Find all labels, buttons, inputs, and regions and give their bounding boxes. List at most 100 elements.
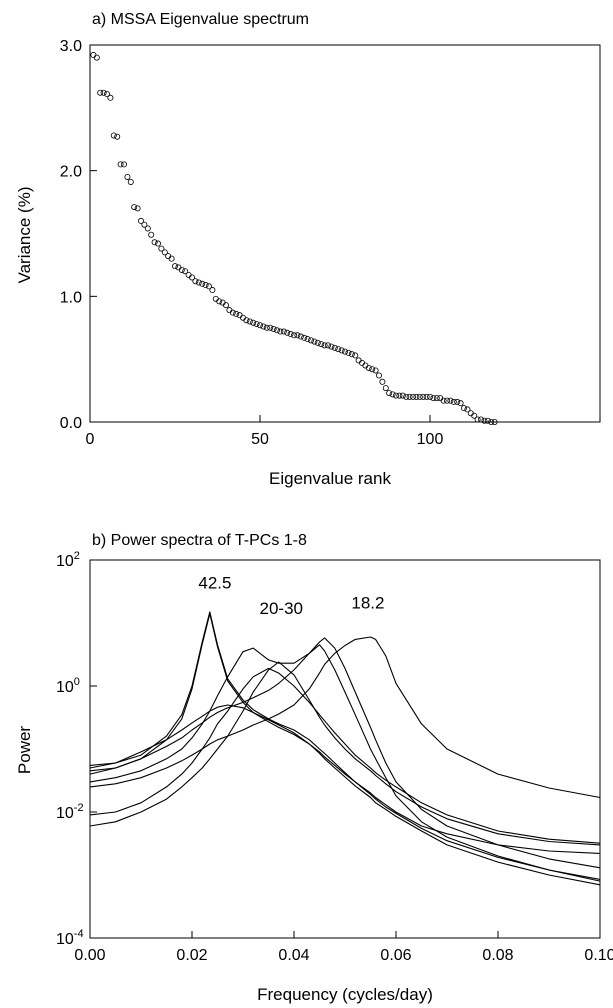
data-point	[290, 332, 297, 339]
y-tick-label: 3.0	[60, 38, 82, 55]
data-point	[440, 397, 447, 404]
panel-a-y-ticks: 0.0 1.0 2.0 3.0	[60, 38, 97, 432]
data-point	[97, 89, 104, 96]
data-point	[426, 393, 433, 400]
x-tick-label: 0.02	[176, 947, 207, 964]
data-point	[443, 397, 450, 404]
peak-annotation: 18.2	[351, 593, 384, 612]
data-point	[297, 333, 304, 340]
data-point	[117, 161, 124, 168]
data-point	[365, 364, 372, 371]
data-point	[273, 327, 280, 334]
data-point	[263, 324, 270, 331]
data-point	[392, 392, 399, 399]
peak-annotation: 20-30	[260, 599, 303, 618]
data-point	[229, 309, 236, 316]
panel-a: a) MSSA Eigenvalue spectrum 0 50 100 0.0 1.…	[15, 11, 601, 488]
data-point	[154, 240, 161, 247]
data-point	[144, 225, 151, 232]
panel-b-frame	[89, 559, 601, 939]
spectrum-line-1	[89, 611, 601, 880]
data-point	[301, 334, 308, 341]
data-point	[328, 343, 335, 350]
data-point	[491, 418, 498, 425]
data-point	[423, 393, 430, 400]
data-point	[253, 320, 260, 327]
panel-b-y-label: Power	[15, 726, 34, 775]
data-point	[178, 266, 185, 273]
data-point	[168, 255, 175, 262]
data-point	[158, 245, 165, 252]
data-point	[324, 342, 331, 349]
data-point	[216, 298, 223, 305]
panel-a-frame	[89, 44, 601, 423]
y-tick-base: 10	[56, 553, 74, 570]
panel-b-series	[89, 611, 601, 886]
data-point	[403, 393, 410, 400]
y-tick-base: 10	[56, 805, 74, 822]
data-point	[406, 393, 413, 400]
data-point	[110, 132, 117, 139]
data-point	[284, 329, 291, 336]
data-point	[182, 268, 189, 275]
data-point	[413, 393, 420, 400]
data-point	[127, 178, 134, 185]
data-point	[256, 322, 263, 329]
y-tick-exponent: -2	[74, 802, 84, 814]
data-point	[100, 89, 107, 96]
data-point	[399, 392, 406, 399]
data-point	[294, 332, 301, 339]
data-point	[287, 331, 294, 338]
data-point	[345, 349, 352, 356]
data-point	[107, 94, 114, 101]
data-point	[409, 393, 416, 400]
spectrum-line-6	[89, 636, 601, 799]
panel-a-points	[90, 52, 498, 425]
data-point	[260, 323, 267, 330]
data-point	[447, 397, 454, 404]
spectrum-line-5	[89, 704, 601, 854]
data-point	[335, 346, 342, 353]
data-point	[104, 91, 111, 98]
data-point	[199, 280, 206, 287]
data-point	[464, 406, 471, 413]
data-point	[233, 310, 240, 317]
panel-a-x-ticks: 0 50 100	[86, 415, 443, 448]
data-point	[246, 318, 253, 325]
data-point	[114, 133, 121, 140]
data-point	[379, 378, 386, 385]
data-point	[484, 417, 491, 424]
data-point	[454, 398, 461, 405]
x-tick-label: 0.06	[380, 947, 411, 964]
y-tick-exponent: -4	[74, 928, 84, 940]
x-tick-label: 0.10	[584, 947, 613, 964]
data-point	[321, 342, 328, 349]
panel-b: b) Power spectra of T-PCs 1-8 0.00 0.02 0.…	[15, 532, 613, 1004]
data-point	[307, 337, 314, 344]
data-point	[195, 279, 202, 286]
spectrum-line-8	[89, 661, 601, 846]
data-point	[338, 347, 345, 354]
data-point	[148, 231, 155, 238]
data-point	[270, 326, 277, 333]
x-tick-label: 0.04	[278, 947, 309, 964]
y-tick-base: 10	[56, 931, 74, 948]
data-point	[250, 319, 257, 326]
data-point	[372, 367, 379, 374]
data-point	[93, 54, 100, 61]
data-point	[433, 395, 440, 402]
data-point	[460, 405, 467, 412]
x-tick-label: 0.00	[74, 947, 105, 964]
data-point	[331, 344, 338, 351]
panel-b-x-label: Frequency (cycles/day)	[257, 985, 433, 1004]
data-point	[348, 351, 355, 358]
data-point	[396, 392, 403, 399]
data-point	[202, 282, 209, 289]
data-point	[137, 217, 144, 224]
data-point	[243, 317, 250, 324]
data-point	[304, 336, 311, 343]
data-point	[318, 341, 325, 348]
panel-a-x-label: Eigenvalue rank	[269, 469, 391, 488]
